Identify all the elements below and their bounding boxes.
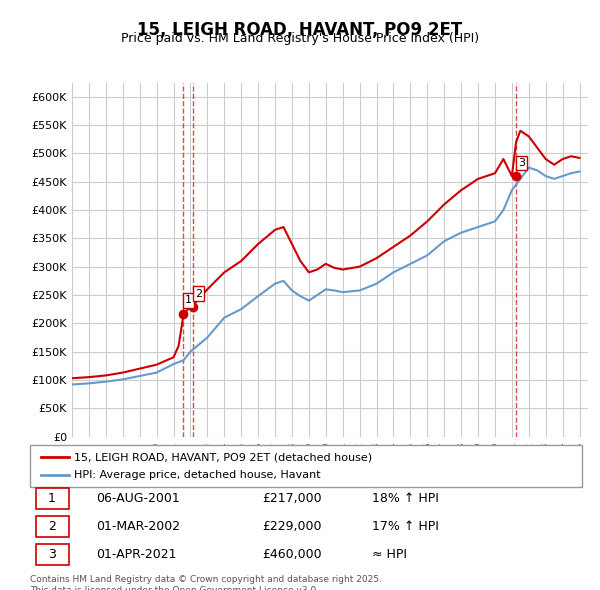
Text: Contains HM Land Registry data © Crown copyright and database right 2025.
This d: Contains HM Land Registry data © Crown c… xyxy=(30,575,382,590)
Text: 06-AUG-2001: 06-AUG-2001 xyxy=(96,492,180,505)
Text: 18% ↑ HPI: 18% ↑ HPI xyxy=(372,492,439,505)
Text: 15, LEIGH ROAD, HAVANT, PO9 2ET: 15, LEIGH ROAD, HAVANT, PO9 2ET xyxy=(137,21,463,39)
Text: 3: 3 xyxy=(48,548,56,561)
Text: £217,000: £217,000 xyxy=(262,492,322,505)
Text: 01-APR-2021: 01-APR-2021 xyxy=(96,548,177,561)
Text: 01-MAR-2002: 01-MAR-2002 xyxy=(96,520,181,533)
Text: 2: 2 xyxy=(195,289,202,299)
Text: HPI: Average price, detached house, Havant: HPI: Average price, detached house, Hava… xyxy=(74,470,321,480)
Text: £460,000: £460,000 xyxy=(262,548,322,561)
Text: £229,000: £229,000 xyxy=(262,520,322,533)
Text: 15, LEIGH ROAD, HAVANT, PO9 2ET (detached house): 15, LEIGH ROAD, HAVANT, PO9 2ET (detache… xyxy=(74,452,372,462)
Text: Price paid vs. HM Land Registry's House Price Index (HPI): Price paid vs. HM Land Registry's House … xyxy=(121,32,479,45)
Text: ≈ HPI: ≈ HPI xyxy=(372,548,407,561)
FancyBboxPatch shape xyxy=(35,516,68,537)
FancyBboxPatch shape xyxy=(35,544,68,565)
Text: 2: 2 xyxy=(48,520,56,533)
FancyBboxPatch shape xyxy=(30,445,582,487)
FancyBboxPatch shape xyxy=(35,489,68,509)
Text: 3: 3 xyxy=(518,158,525,168)
Text: 1: 1 xyxy=(48,492,56,505)
Text: 17% ↑ HPI: 17% ↑ HPI xyxy=(372,520,439,533)
Text: 1: 1 xyxy=(185,296,192,306)
